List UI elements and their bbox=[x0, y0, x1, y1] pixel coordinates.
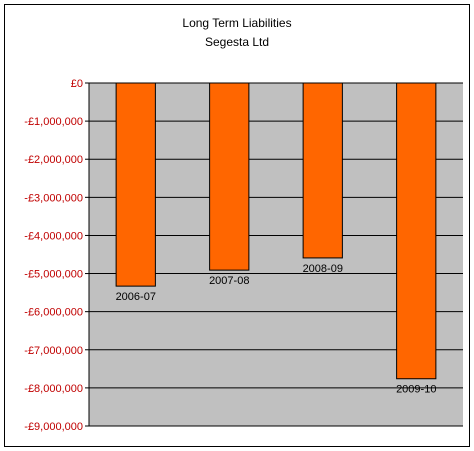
chart-title: Long Term Liabilities bbox=[182, 16, 291, 30]
y-tick-label: -£2,000,000 bbox=[24, 154, 83, 166]
bar-2007-08 bbox=[209, 82, 250, 271]
y-tick-label: -£1,000,000 bbox=[24, 116, 83, 128]
y-tick-label: -£3,000,000 bbox=[24, 192, 83, 204]
y-tick-label: -£7,000,000 bbox=[24, 345, 83, 357]
y-tick-label: £0 bbox=[71, 78, 83, 90]
category-label-2006-07: 2006-07 bbox=[116, 291, 156, 303]
y-axis-ticks: £0 -£1,000,000 -£2,000,000 -£3,000,000 -£4,0… bbox=[24, 78, 90, 433]
bar-2008-09 bbox=[302, 82, 343, 259]
category-label-2008-09: 2008-09 bbox=[303, 263, 343, 275]
chart-svg: Long Term Liabilities Segesta Ltd £0 -£1,… bbox=[24, 16, 463, 433]
bar-2006-07 bbox=[115, 82, 156, 287]
chart: Long Term Liabilities Segesta Ltd £0 -£1,… bbox=[4, 4, 470, 447]
category-label-2007-08: 2007-08 bbox=[209, 275, 249, 287]
y-tick-label: -£5,000,000 bbox=[24, 269, 83, 281]
bars bbox=[115, 82, 437, 380]
y-tick-label: -£6,000,000 bbox=[24, 307, 83, 319]
category-labels: 2006-07 2007-08 2008-09 2009-10 bbox=[116, 263, 437, 396]
category-label-2009-10: 2009-10 bbox=[396, 384, 436, 396]
chart-subtitle: Segesta Ltd bbox=[205, 35, 269, 49]
y-tick-label: -£8,000,000 bbox=[24, 383, 83, 395]
y-tick-label: -£4,000,000 bbox=[24, 230, 83, 242]
bar-2009-10 bbox=[396, 82, 437, 380]
y-tick-label: -£9,000,000 bbox=[24, 421, 83, 433]
